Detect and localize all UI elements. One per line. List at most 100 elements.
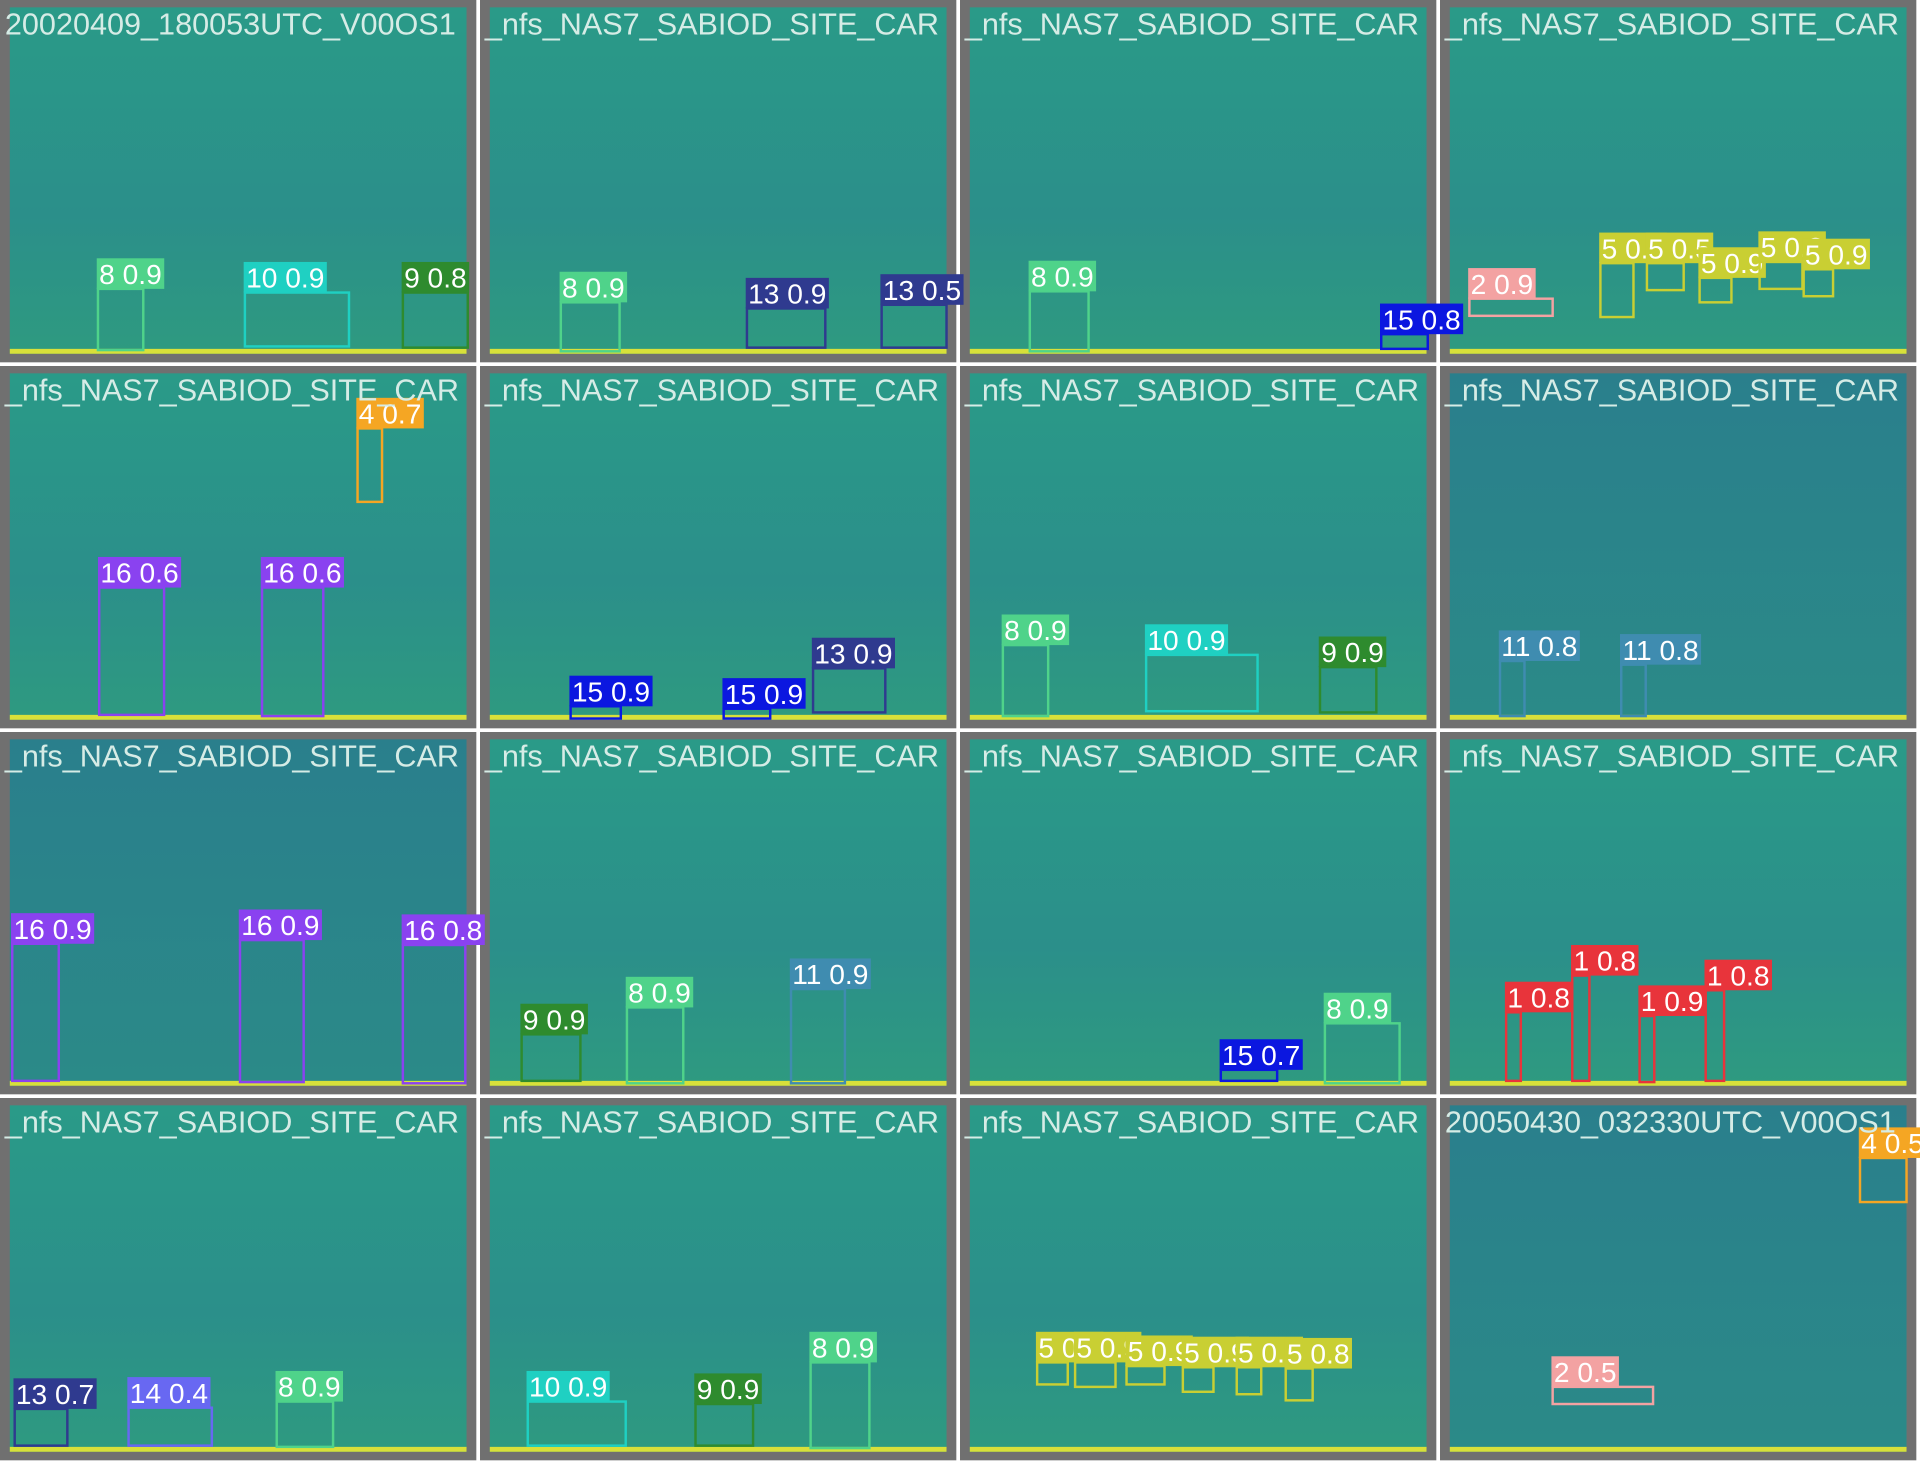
detection-label-bg — [1125, 1335, 1193, 1367]
detection-label-bg — [13, 1378, 97, 1409]
detection-label-bg — [625, 976, 694, 1008]
detection-label: 8 0.9 — [1031, 261, 1094, 292]
detection-label: 9 0.8 — [404, 263, 467, 294]
detection-label-bg — [1219, 1039, 1303, 1070]
tile-title: _nfs_NAS7_SABIOD_SITE_CAR — [484, 7, 939, 41]
detection-label-bg — [1551, 1356, 1619, 1387]
detection-label: 13 0.5 — [883, 275, 961, 306]
spectrogram — [1449, 373, 1907, 720]
detection-label: 1 0.9 — [1641, 986, 1704, 1017]
detection-label: 8 0.9 — [628, 978, 691, 1009]
tile-title: _nfs_NAS7_SABIOD_SITE_CAR — [484, 373, 939, 407]
detection-label: 16 0.9 — [13, 914, 91, 945]
detection-label: 1 0.8 — [1507, 982, 1570, 1013]
spectrogram-baseline — [1449, 714, 1907, 720]
detection-label: 14 0.4 — [130, 1378, 208, 1409]
detection-label-bg — [1620, 634, 1702, 665]
spectrogram — [9, 7, 467, 354]
detection-label: 13 0.7 — [16, 1379, 94, 1410]
spectrogram-baseline — [489, 1080, 947, 1086]
tile-title: _nfs_NAS7_SABIOD_SITE_CAR — [1444, 7, 1899, 41]
tile-title: _nfs_NAS7_SABIOD_SITE_CAR — [964, 7, 1419, 41]
tile-title: _nfs_NAS7_SABIOD_SITE_CAR — [4, 739, 459, 773]
detection-label: 16 0.6 — [263, 558, 341, 589]
spectrogram-baseline — [9, 1080, 467, 1086]
detection-label-bg — [238, 909, 322, 941]
detection-label: 16 0.9 — [241, 910, 319, 941]
detection-label-bg — [559, 271, 628, 303]
spectrogram — [1449, 739, 1907, 1086]
tile-title: _nfs_NAS7_SABIOD_SITE_CAR — [484, 739, 939, 773]
detection-label: 8 0.9 — [1004, 615, 1067, 646]
detection-label-bg — [356, 397, 424, 429]
detection-label-bg — [96, 258, 165, 289]
detection-label-bg — [880, 274, 964, 305]
detection-label: 1 0.8 — [1573, 946, 1636, 977]
spectrogram-baseline — [489, 1446, 947, 1452]
detection-label: 11 0.8 — [1622, 635, 1698, 666]
detection-label-bg — [11, 913, 95, 944]
detection-box — [1028, 290, 1090, 353]
tile-title: _nfs_NAS7_SABIOD_SITE_CAR — [1444, 739, 1899, 773]
detection-label: 5 0.9 — [1805, 239, 1868, 270]
detection-label: 15 0.7 — [1222, 1040, 1300, 1071]
detection-label: 8 0.9 — [278, 1372, 341, 1403]
detection-label: 16 0.8 — [404, 915, 482, 946]
detection-label-bg — [789, 958, 871, 990]
tile-title: _nfs_NAS7_SABIOD_SITE_CAR — [964, 1105, 1419, 1139]
detection-label: 2 0.5 — [1554, 1357, 1617, 1388]
detection-label: 1 0.8 — [1707, 960, 1770, 991]
spectrogram-baseline — [489, 348, 947, 354]
spectrogram-baseline — [969, 1080, 1427, 1086]
detection-label-bg — [722, 678, 806, 709]
detection-label: 16 0.6 — [100, 558, 178, 589]
detection-label: 13 0.9 — [814, 638, 892, 669]
spectrogram — [9, 373, 467, 720]
detection-label-bg — [1504, 981, 1573, 1013]
detection-label-bg — [745, 277, 829, 309]
detection-label-bg — [1028, 260, 1097, 292]
detection-label-bg — [520, 1003, 588, 1035]
spectrogram — [969, 1105, 1427, 1452]
tile-title: 20020409_180053UTC_V00OS1 — [5, 7, 456, 41]
spectrogram-baseline — [969, 714, 1427, 720]
spectrogram-baseline — [489, 714, 947, 720]
detection-label-bg — [1571, 944, 1639, 976]
spectrogram — [969, 7, 1427, 354]
detection-label: 5 0.9 — [1128, 1336, 1191, 1367]
spectrogram-baseline — [1449, 1446, 1907, 1452]
detection-label-bg — [1704, 959, 1772, 991]
tile-title: _nfs_NAS7_SABIOD_SITE_CAR — [4, 1105, 459, 1139]
tile-title: _nfs_NAS7_SABIOD_SITE_CAR — [964, 373, 1419, 407]
detection-label-bg — [1858, 1127, 1920, 1158]
detection-label-bg — [1144, 624, 1229, 655]
detection-label: 8 0.9 — [1326, 993, 1389, 1024]
detection-label-bg — [694, 1373, 762, 1405]
detection-label: 10 0.9 — [529, 1372, 607, 1403]
detection-label: 5 0.8 — [1287, 1339, 1350, 1370]
detection-label: 5 0.9 — [1701, 248, 1764, 279]
tile-title: _nfs_NAS7_SABIOD_SITE_CAR — [484, 1105, 939, 1139]
detection-label-bg — [1323, 992, 1392, 1024]
detection-label: 8 0.9 — [812, 1333, 875, 1364]
detection-label-bg — [243, 261, 327, 293]
spectrogram-baseline — [969, 348, 1427, 354]
detection-label-bg — [275, 1370, 344, 1402]
detection-label-bg — [1284, 1337, 1352, 1369]
detection-label-bg — [1318, 636, 1387, 668]
detection-box — [1802, 268, 1835, 298]
spectrogram — [489, 7, 947, 354]
detection-box — [559, 301, 621, 353]
spectrogram — [1449, 1105, 1907, 1452]
detection-label: 15 0.9 — [725, 679, 803, 710]
detection-label: 10 0.9 — [246, 263, 324, 294]
detection-label: 15 0.9 — [572, 676, 650, 707]
detection-label-bg — [401, 261, 470, 293]
detection-label: 8 0.9 — [99, 259, 162, 290]
spectrogram-baseline — [9, 1446, 467, 1452]
detection-label-bg — [1638, 985, 1706, 1016]
detection-label-bg — [811, 637, 895, 669]
detection-label-bg — [127, 1377, 211, 1408]
detection-label: 11 0.9 — [792, 959, 868, 990]
